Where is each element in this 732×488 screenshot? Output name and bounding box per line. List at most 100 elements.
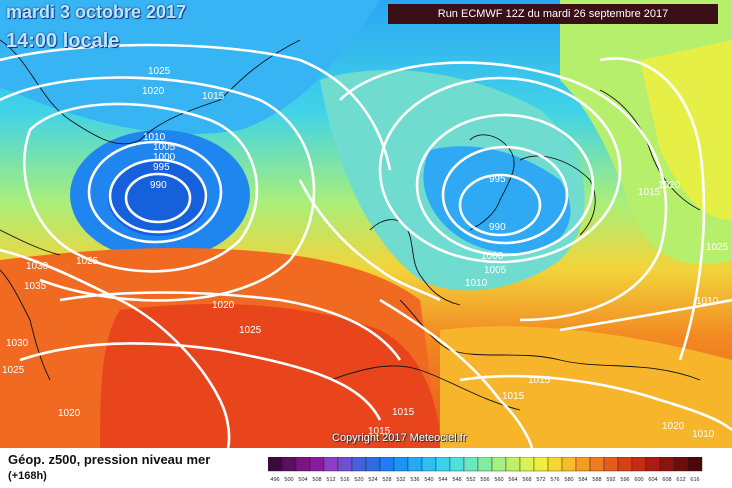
- scale-label: 524: [368, 477, 377, 483]
- isobar-label: 1030: [6, 338, 29, 349]
- scale-label: 564: [508, 477, 517, 483]
- scale-swatch: [561, 457, 577, 472]
- scale-swatch: [659, 457, 675, 472]
- scale-label: 600: [634, 477, 643, 483]
- scale-swatch: [295, 457, 311, 472]
- isobar-label: 1025: [2, 365, 25, 376]
- scale-swatch: [309, 457, 325, 472]
- scale-swatch: [379, 457, 395, 472]
- pressure-zone-scandinavia: [423, 146, 571, 254]
- scale-label: 536: [410, 477, 419, 483]
- legend-subtitle: (+168h): [8, 470, 47, 482]
- isobar-label: 990: [489, 222, 506, 233]
- scale-swatch: [351, 457, 367, 472]
- scale-label: 572: [536, 477, 545, 483]
- scale-label: 504: [298, 477, 307, 483]
- scale-swatch: [575, 457, 591, 472]
- scale-swatch: [337, 457, 353, 472]
- isobar-label: 1020: [658, 180, 681, 191]
- isobar-label: 1025: [706, 242, 729, 253]
- pressure-zone-atlantic-low-core: [108, 160, 208, 236]
- isobar-label: 1020: [212, 300, 235, 311]
- scale-label: 616: [690, 477, 699, 483]
- scale-label: 556: [480, 477, 489, 483]
- isobar-label: 1010: [143, 132, 166, 143]
- isobar-label: 1010: [696, 296, 719, 307]
- scale-label: 512: [326, 477, 335, 483]
- isobar-label: 1020: [662, 421, 685, 432]
- forecast-date: mardi 3 octobre 2017: [6, 2, 187, 22]
- scale-swatch: [477, 457, 493, 472]
- model-run-banner: Run ECMWF 12Z du mardi 26 septembre 2017: [388, 4, 718, 24]
- scale-swatch: [603, 457, 619, 472]
- isobar-label: 1015: [638, 187, 661, 198]
- scale-swatch: [491, 457, 507, 472]
- scale-swatch: [687, 457, 703, 472]
- isobar-label: 1015: [202, 91, 225, 102]
- scale-swatch: [323, 457, 339, 472]
- scale-swatch: [407, 457, 423, 472]
- scale-swatch: [463, 457, 479, 472]
- pressure-zone-north: [0, 0, 380, 134]
- scale-label: 508: [312, 477, 321, 483]
- scale-swatch: [547, 457, 563, 472]
- scale-swatch: [281, 457, 297, 472]
- pressure-zone-mediterranean: [440, 326, 732, 448]
- scale-label: 532: [396, 477, 405, 483]
- isobar-label: 995: [489, 174, 506, 185]
- scale-swatch: [617, 457, 633, 472]
- scale-label: 568: [522, 477, 531, 483]
- copyright-text: Copyright 2017 Meteociel.fr: [332, 432, 467, 444]
- pressure-zone-east-warm: [640, 40, 732, 220]
- isobar-label: 1015: [368, 426, 391, 437]
- scale-swatch: [421, 457, 437, 472]
- isobar-label: 1030: [26, 261, 49, 272]
- scale-label: 516: [340, 477, 349, 483]
- isobar-label: 1020: [58, 408, 81, 419]
- scale-swatch: [519, 457, 535, 472]
- pressure-zone-subtropical: [100, 304, 440, 448]
- isobar-label: 1010: [692, 429, 715, 440]
- scale-label: 496: [270, 477, 279, 483]
- isobar-label: 1020: [142, 86, 165, 97]
- isobar-label: 1025: [239, 325, 262, 336]
- isobar-label: 1015: [392, 407, 415, 418]
- scale-label: 592: [606, 477, 615, 483]
- isobar-label: 1005: [484, 265, 507, 276]
- scale-swatch: [365, 457, 381, 472]
- scale-label: 580: [564, 477, 573, 483]
- isobar-label: 1000: [153, 152, 176, 163]
- scale-label: 540: [424, 477, 433, 483]
- scale-label: 584: [578, 477, 587, 483]
- scale-swatch: [533, 457, 549, 472]
- isobar-labels: 1025 1020 1015 1010 1005 1000 995 990 10…: [2, 66, 729, 440]
- isobar-label: 1035: [24, 281, 47, 292]
- scale-label: 548: [452, 477, 461, 483]
- scale-label: 588: [592, 477, 601, 483]
- scale-swatch: [589, 457, 605, 472]
- scale-label: 596: [620, 477, 629, 483]
- scale-label: 528: [382, 477, 391, 483]
- weather-map: 1025 1020 1015 1010 1005 1000 995 990 10…: [0, 0, 732, 448]
- scale-label: 604: [648, 477, 657, 483]
- isobar-label: 1005: [153, 142, 176, 153]
- isobar-label: 1025: [148, 66, 171, 77]
- scale-label: 544: [438, 477, 447, 483]
- color-scale: 496 500 504 508 512 516 520 524 528 532 536 540 544 5…: [268, 457, 703, 483]
- scale-swatch: [435, 457, 451, 472]
- forecast-time: 14:00 locale: [6, 30, 120, 52]
- scale-label: 612: [676, 477, 685, 483]
- legend-bar: Géop. z500, pression niveau mer (+168h) …: [0, 448, 732, 488]
- scale-swatch: [449, 457, 465, 472]
- scale-swatch: [505, 457, 521, 472]
- isobar-label: 1015: [502, 391, 525, 402]
- scale-swatch: [631, 457, 647, 472]
- scale-label: 608: [662, 477, 671, 483]
- scale-label: 500: [284, 477, 293, 483]
- isobar-label: 1010: [465, 278, 488, 289]
- scale-swatch: [393, 457, 409, 472]
- isobars: [0, 43, 732, 448]
- coastlines: [0, 39, 701, 411]
- legend-title: Géop. z500, pression niveau mer: [8, 452, 211, 467]
- isobar-label: 1025: [76, 256, 99, 267]
